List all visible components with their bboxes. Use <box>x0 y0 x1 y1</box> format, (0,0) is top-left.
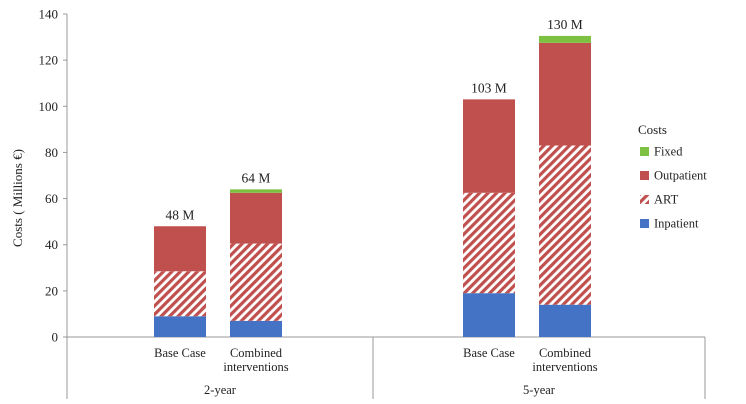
bar-total-label: 103 M <box>471 80 507 95</box>
y-tick-label: 0 <box>52 330 59 345</box>
legend-swatch-fixed <box>640 147 649 156</box>
bar-segment-fixed <box>230 189 282 193</box>
legend-label-outpatient: Outpatient <box>654 169 707 183</box>
x-category-label: Combined <box>539 346 592 360</box>
legend-label-art: ART <box>654 193 679 207</box>
x-category-label: Combined <box>230 346 283 360</box>
bar-segment-inpatient <box>539 304 591 337</box>
bar-segment-art <box>539 145 591 305</box>
bar-segment-fixed <box>539 35 591 43</box>
y-tick-label: 40 <box>45 237 58 252</box>
bar-segment-art <box>154 271 206 317</box>
x-category-label: Base Case <box>463 346 515 360</box>
bar-total-label: 130 M <box>547 17 583 32</box>
bar-segment-inpatient <box>154 316 206 337</box>
legend-label-inpatient: Inpatient <box>654 217 699 231</box>
y-axis-title: Costs ( Millions €) <box>10 149 25 247</box>
y-tick-label: 140 <box>39 7 59 22</box>
legend-swatch-inpatient <box>640 219 649 228</box>
bar-total-label: 64 M <box>242 170 271 185</box>
y-tick-label: 60 <box>45 191 58 206</box>
x-category-label: interventions <box>532 360 597 374</box>
bar-segment-inpatient <box>230 320 282 337</box>
legend: Costs Fixed Outpatient ART Inpatient <box>638 122 707 231</box>
x-category-label: interventions <box>223 360 288 374</box>
bar-segment-art <box>463 192 515 294</box>
x-category-label: Base Case <box>154 346 206 360</box>
legend-title: Costs <box>638 122 667 137</box>
x-group-label: 5-year <box>523 383 556 397</box>
plot-area: 0 20 40 60 80 100 120 140 48 M Base Case 64 M Combi… <box>39 7 706 399</box>
y-tick-label: 120 <box>39 53 59 68</box>
x-group-label: 2-year <box>204 383 237 397</box>
y-tick-label: 20 <box>45 283 58 298</box>
legend-swatch-outpatient <box>640 171 649 180</box>
legend-label-fixed: Fixed <box>654 145 683 159</box>
legend-swatch-art <box>640 195 649 204</box>
bar-segment-outpatient <box>539 42 591 146</box>
bar-total-label: 48 M <box>166 207 195 222</box>
y-tick-label: 80 <box>45 145 58 160</box>
bar-segment-outpatient <box>463 99 515 193</box>
bar-segment-art <box>230 243 282 321</box>
bar-segment-outpatient <box>230 192 282 244</box>
y-tick-label: 100 <box>39 99 59 114</box>
bar-segment-outpatient <box>154 226 206 272</box>
bar-segment-inpatient <box>463 293 515 337</box>
